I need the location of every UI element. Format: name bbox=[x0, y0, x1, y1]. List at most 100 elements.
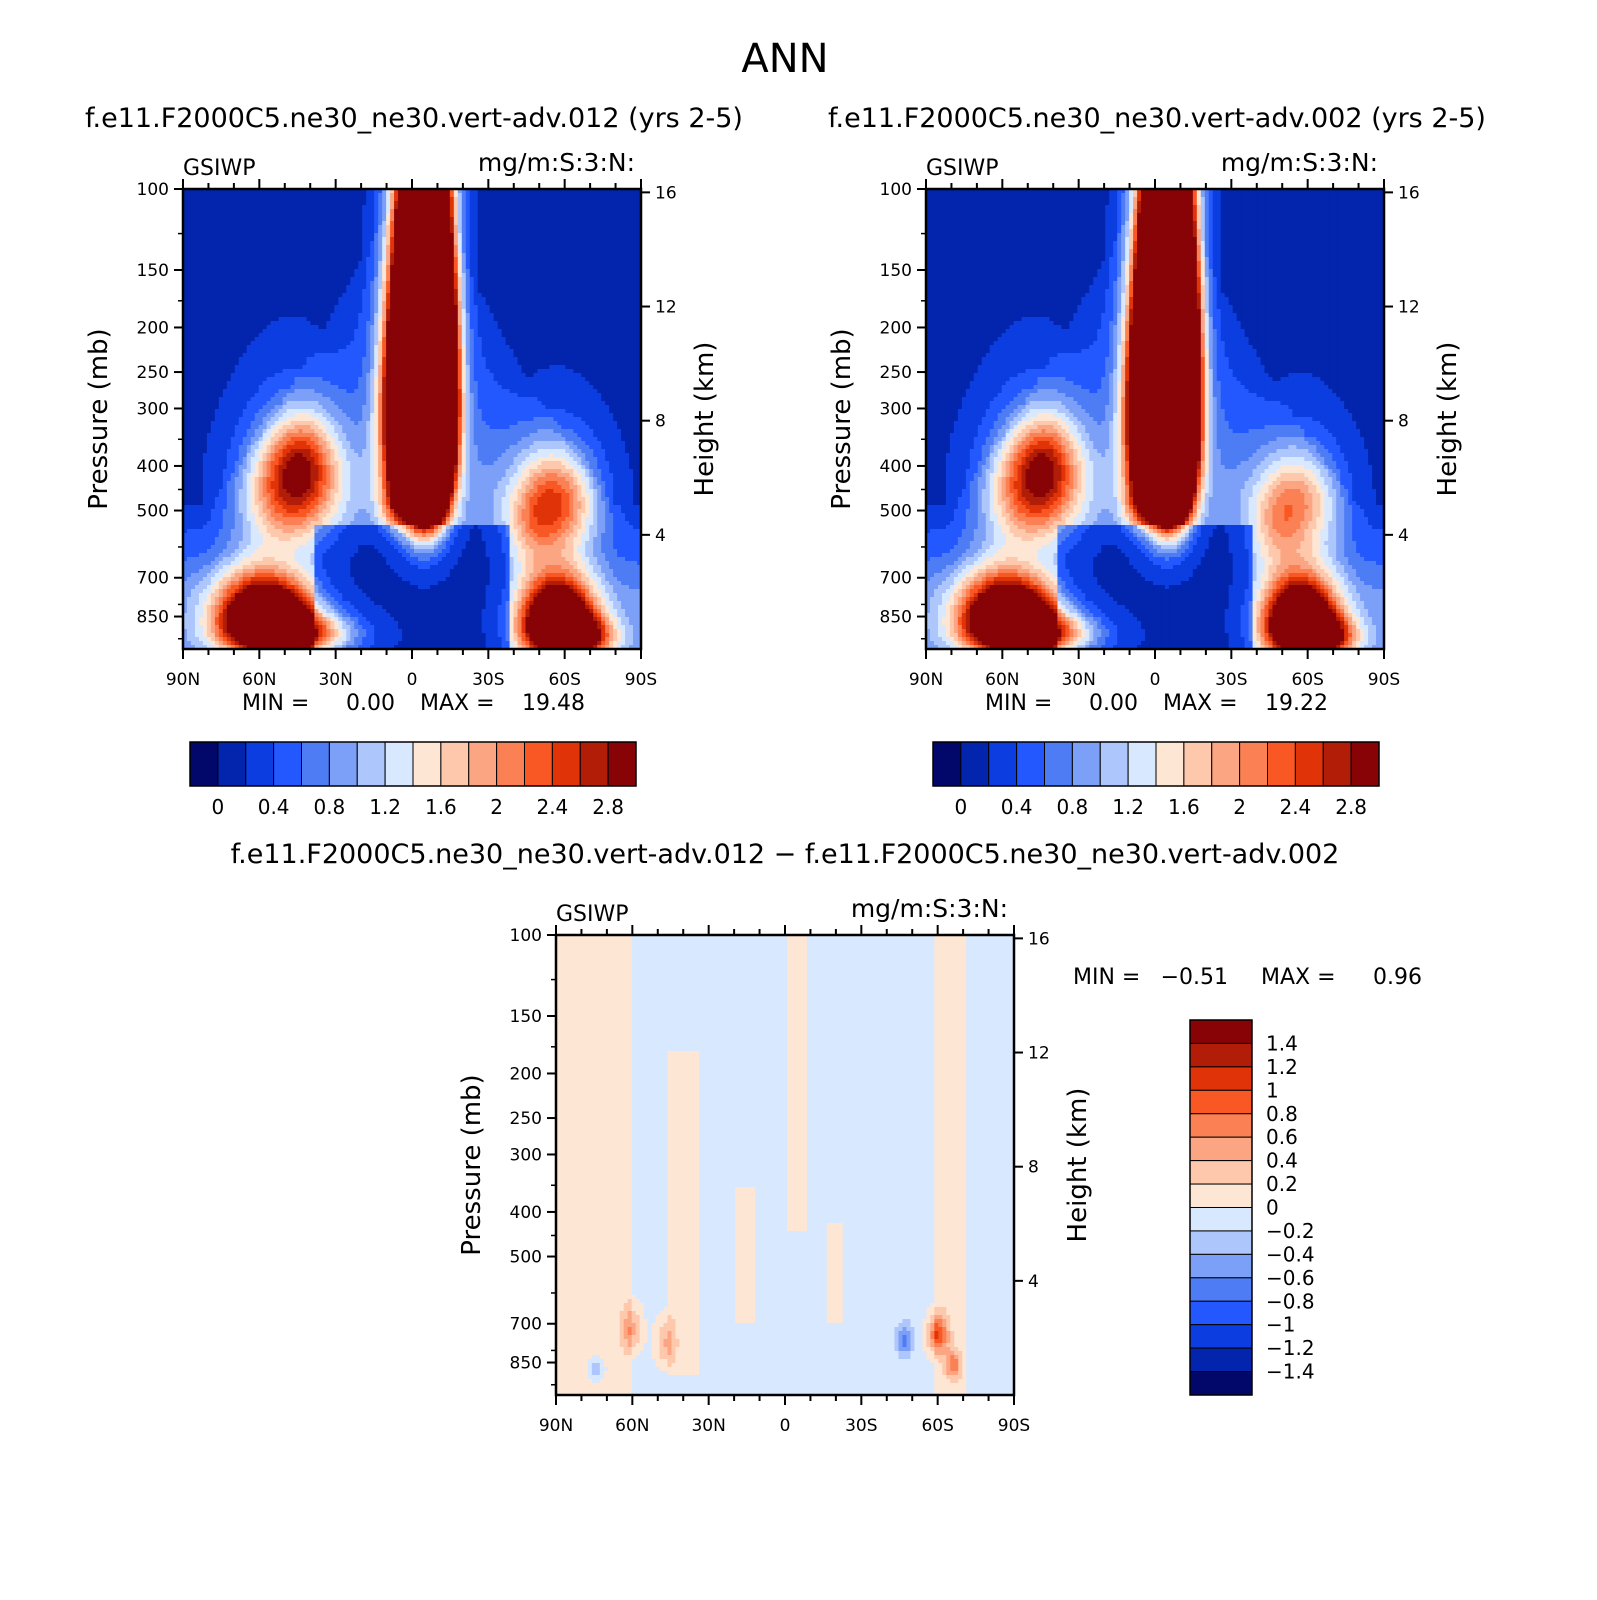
contour-cell bbox=[251, 229, 256, 234]
contour-cell bbox=[438, 333, 443, 338]
contour-cell bbox=[478, 245, 483, 250]
contour-cell bbox=[442, 253, 447, 258]
contour-cell bbox=[271, 277, 276, 282]
contour-cell bbox=[446, 301, 451, 306]
contour-cell bbox=[275, 313, 280, 318]
contour-cell bbox=[374, 361, 379, 366]
contour-cell bbox=[593, 317, 598, 322]
contour-cell bbox=[231, 337, 236, 342]
contour-cell bbox=[346, 273, 351, 278]
contour-cell bbox=[545, 197, 550, 202]
contour-cell bbox=[306, 237, 311, 242]
contour-cell bbox=[601, 201, 606, 206]
contour-cell bbox=[191, 241, 196, 246]
contour-cell bbox=[482, 273, 487, 278]
contour-cell bbox=[430, 297, 435, 302]
contour-cell bbox=[502, 357, 507, 362]
contour-cell bbox=[589, 253, 594, 258]
contour-cell bbox=[326, 345, 331, 350]
contour-cell bbox=[354, 301, 359, 306]
contour-cell bbox=[549, 289, 554, 294]
contour-cell bbox=[374, 337, 379, 342]
contour-cell bbox=[454, 249, 459, 254]
contour-cell bbox=[330, 217, 335, 222]
contour-cell bbox=[537, 309, 542, 314]
contour-cell bbox=[390, 233, 395, 238]
contour-cell bbox=[565, 225, 570, 230]
contour-cell bbox=[402, 221, 407, 226]
contour-cell bbox=[526, 289, 531, 294]
contour-cell bbox=[326, 209, 331, 214]
contour-cell bbox=[573, 265, 578, 270]
contour-cell bbox=[207, 301, 212, 306]
contour-cell bbox=[545, 285, 550, 290]
contour-cell bbox=[382, 253, 387, 258]
contour-cell bbox=[251, 325, 256, 330]
contour-cell bbox=[593, 257, 598, 262]
contour-cell bbox=[358, 309, 363, 314]
contour-cell bbox=[271, 229, 276, 234]
contour-cell bbox=[414, 313, 419, 318]
contour-cell bbox=[502, 277, 507, 282]
contour-cell bbox=[442, 221, 447, 226]
contour-cell bbox=[255, 201, 260, 206]
contour-cell bbox=[211, 349, 216, 354]
contour-cell bbox=[621, 301, 626, 306]
contour-cell bbox=[295, 317, 300, 322]
contour-cell bbox=[279, 265, 284, 270]
contour-cell bbox=[406, 225, 411, 230]
contour-cell bbox=[251, 197, 256, 202]
contour-cell bbox=[306, 265, 311, 270]
contour-cell bbox=[498, 205, 503, 210]
contour-cell bbox=[231, 233, 236, 238]
contour-cell bbox=[279, 237, 284, 242]
contour-cell bbox=[565, 281, 570, 286]
contour-cell bbox=[362, 277, 367, 282]
contour-cell bbox=[267, 221, 272, 226]
contour-cell bbox=[414, 193, 419, 198]
contour-cell bbox=[310, 301, 315, 306]
contour-cell bbox=[410, 261, 415, 266]
contour-cell bbox=[291, 233, 296, 238]
contour-cell bbox=[330, 273, 335, 278]
contour-cell bbox=[390, 345, 395, 350]
contour-cell bbox=[577, 293, 582, 298]
contour-cell bbox=[247, 313, 252, 318]
contour-cell bbox=[314, 345, 319, 350]
contour-cell bbox=[506, 213, 511, 218]
contour-cell bbox=[314, 325, 319, 330]
contour-cell bbox=[334, 317, 339, 322]
contour-cell bbox=[605, 229, 610, 234]
contour-cell bbox=[318, 329, 323, 334]
contour-cell bbox=[402, 241, 407, 246]
contour-cell bbox=[207, 329, 212, 334]
contour-cell bbox=[625, 357, 630, 362]
contour-cell bbox=[247, 217, 252, 222]
contour-cell bbox=[267, 197, 272, 202]
contour-cell bbox=[259, 213, 264, 218]
contour-cell bbox=[526, 237, 531, 242]
contour-cell bbox=[478, 285, 483, 290]
contour-cell bbox=[402, 289, 407, 294]
contour-cell bbox=[510, 225, 515, 230]
contour-cell bbox=[211, 253, 216, 258]
contour-cell bbox=[207, 361, 212, 366]
contour-cell bbox=[533, 197, 538, 202]
contour-cell bbox=[358, 361, 363, 366]
contour-cell bbox=[223, 221, 228, 226]
contour-cell bbox=[211, 297, 216, 302]
contour-cell bbox=[299, 293, 304, 298]
contour-cell bbox=[223, 201, 228, 206]
contour-cell bbox=[593, 277, 598, 282]
contour-cell bbox=[275, 317, 280, 322]
contour-cell bbox=[438, 233, 443, 238]
contour-cell bbox=[342, 345, 347, 350]
contour-cell bbox=[191, 313, 196, 318]
contour-cell bbox=[482, 209, 487, 214]
contour-cell bbox=[434, 237, 439, 242]
contour-cell bbox=[247, 349, 252, 354]
contour-cell bbox=[382, 197, 387, 202]
contour-cell bbox=[502, 209, 507, 214]
contour-cell bbox=[438, 213, 443, 218]
contour-cell bbox=[589, 265, 594, 270]
